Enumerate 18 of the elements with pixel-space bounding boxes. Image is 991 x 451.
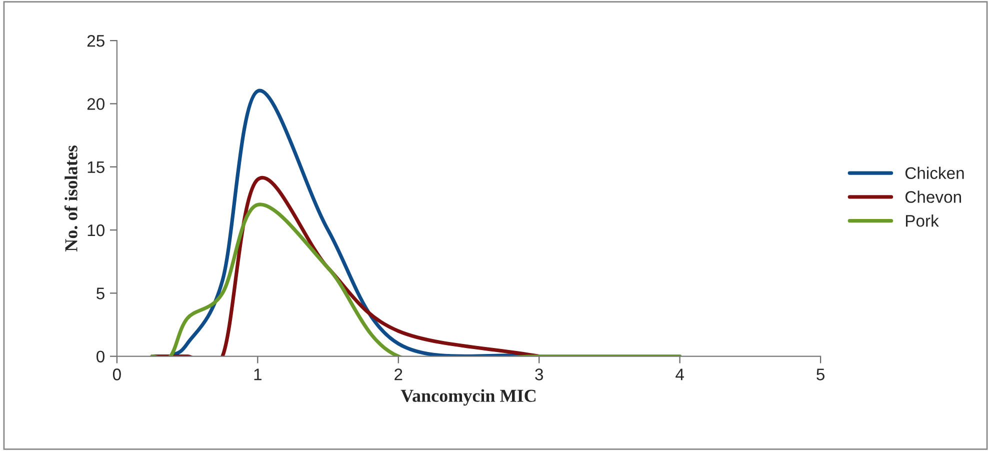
y-tick-label: 5 [96,288,104,300]
x-axis-title: Vancomycin MIC [400,389,536,406]
y-tick-label: 15 [88,161,104,174]
x-tick-label: 5 [816,368,824,380]
legend-label: Pork [906,214,939,227]
y-tick-label: 0 [96,350,104,362]
x-tick-label: 2 [394,368,402,380]
line-series [150,202,682,356]
y-tick-label: 10 [88,224,104,236]
x-tick-label: 3 [535,368,544,380]
legend-label: Chevon [905,190,961,203]
y-axis-title: No. of isolates [64,145,78,252]
legend-label: Chicken [905,166,964,180]
x-tick-label: 4 [676,368,684,380]
y-tick-label: 20 [87,98,104,110]
x-tick-label: 1 [254,368,262,380]
x-tick-label: 0 [112,368,121,380]
y-tick-label: 25 [87,34,104,47]
